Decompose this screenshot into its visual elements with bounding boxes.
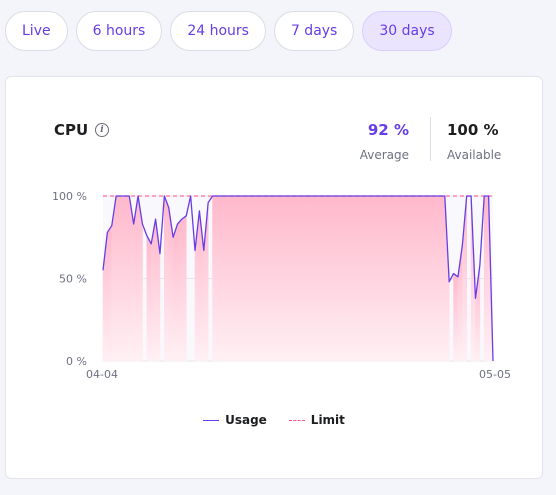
limit-swatch [288, 419, 305, 421]
info-icon[interactable]: i [95, 123, 109, 137]
legend-label-limit: Limit [310, 413, 345, 427]
usage-area-segment [418, 195, 424, 362]
x-tick-label: 05-05 [479, 368, 511, 381]
usage-area-segment [299, 195, 305, 362]
tab-30-days[interactable]: 30 days [362, 11, 452, 51]
usage-area-segment [396, 195, 402, 362]
usage-area-segment [352, 195, 358, 362]
usage-area-segment [348, 195, 354, 362]
usage-area-segment [387, 195, 393, 362]
usage-area-segment [440, 195, 446, 362]
usage-area-segment [356, 195, 362, 362]
usage-area-segment [229, 195, 235, 362]
usage-area-segment [391, 195, 397, 362]
usage-area-segment [107, 224, 113, 362]
available-value: 100 % [447, 121, 499, 139]
cpu-chart: 100 % 50 % 0 %04-04 05-05 [52, 190, 511, 381]
tab-6-hours[interactable]: 6 hours [75, 11, 163, 51]
average-stat: 92 % Average [360, 121, 409, 162]
usage-area-segment [400, 195, 406, 362]
legend-item-limit[interactable]: Limit [288, 413, 345, 427]
usage-area-segment [238, 195, 244, 362]
usage-line [102, 195, 494, 362]
chart-legend: Usage Limit [6, 413, 542, 427]
average-value: 92 % [367, 121, 409, 139]
tab-24-hours[interactable]: 24 hours [170, 11, 266, 51]
usage-area-segment [291, 195, 297, 362]
usage-area-segment [251, 195, 257, 362]
usage-area-segment [435, 195, 441, 362]
usage-area-segment [308, 195, 314, 362]
usage-swatch [203, 419, 220, 421]
usage-area-segment [422, 195, 428, 362]
usage-area-segment [225, 195, 231, 362]
usage-area-segment [181, 215, 187, 362]
usage-area-segment [164, 195, 170, 362]
usage-area-segment [405, 195, 411, 362]
usage-area-segment [313, 195, 319, 362]
usage-area-segment [120, 195, 126, 362]
y-tick-label: 0 % [66, 355, 87, 368]
usage-area-segment [286, 195, 292, 362]
y-tick-label: 50 % [59, 273, 87, 286]
usage-area-segment [212, 195, 218, 362]
stat-divider [430, 117, 431, 161]
usage-area-segment [242, 195, 248, 362]
usage-area-segment [221, 195, 226, 362]
usage-area-segment [295, 195, 301, 362]
usage-area-segment [247, 195, 253, 362]
available-label: Available [447, 148, 502, 162]
usage-area-segment [431, 195, 437, 362]
tab-7-days[interactable]: 7 days [273, 11, 355, 51]
usage-area-segment [216, 195, 222, 362]
usage-area-segment [146, 235, 152, 362]
usage-area-segment [326, 195, 332, 362]
cpu-card: CPU i 92 % Average 100 % Available 100 %… [5, 76, 543, 479]
usage-area-segment [177, 218, 183, 362]
available-stat: 100 % Available [447, 121, 501, 162]
usage-area-segment [330, 195, 336, 362]
average-label: Average [359, 148, 409, 162]
y-tick-label: 100 % [52, 190, 87, 203]
usage-area-segment [426, 195, 432, 362]
usage-area-segment [374, 195, 380, 362]
usage-area-segment [365, 195, 371, 362]
usage-area-segment [304, 195, 310, 362]
usage-area-segment [256, 195, 262, 362]
usage-area-segment [234, 195, 240, 362]
usage-area-segment [124, 195, 130, 362]
usage-area-segment [172, 223, 178, 362]
usage-area-segment [361, 195, 367, 362]
usage-area-segment [277, 195, 283, 362]
usage-area-segment [264, 195, 270, 362]
usage-area-segment [334, 195, 340, 362]
usage-area-segment [378, 195, 384, 362]
usage-area-segment [383, 195, 389, 362]
time-range-tabs: Live 6 hours 24 hours 7 days 30 days [5, 11, 452, 51]
usage-area-segment [339, 195, 345, 362]
usage-area-segment [269, 195, 275, 362]
usage-area-segment [260, 195, 266, 362]
usage-area-segment [453, 272, 459, 362]
x-tick-label: 04-04 [86, 368, 118, 381]
usage-area-segment [483, 195, 489, 362]
card-title: CPU [54, 121, 89, 139]
usage-area-segment [370, 195, 375, 362]
usage-area-segment [321, 195, 327, 362]
legend-item-usage[interactable]: Usage [203, 413, 267, 427]
usage-area-segment [317, 195, 323, 362]
usage-area-segment [409, 195, 415, 362]
usage-area-segment [282, 195, 288, 362]
usage-area-segment [273, 195, 279, 362]
legend-label-usage: Usage [225, 413, 267, 427]
usage-area-segment [413, 195, 419, 362]
usage-area-segment [115, 195, 121, 362]
usage-area-segment [343, 195, 349, 362]
tab-live[interactable]: Live [5, 11, 68, 51]
